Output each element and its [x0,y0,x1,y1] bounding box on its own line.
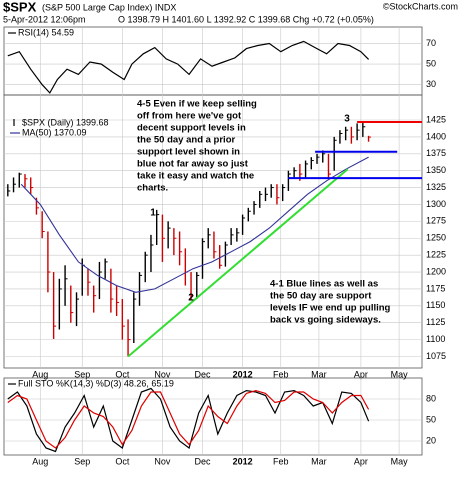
annotation: 4-5 Even if we keep selling [137,99,257,110]
y-tick-label: 1125 [426,317,445,327]
annotation: take it easy and watch the [137,171,254,182]
x-tick-label: Apr [354,456,368,466]
annotation: the 50 day and a prior [137,135,235,146]
y-tick-label: 1275 [426,216,446,226]
x-tick-label: Sep [74,456,90,466]
annotation: the 50 day are support [270,291,372,302]
legend-label: MA(50) 1370.09 [22,127,87,137]
x-tick-label: Oct [115,369,130,379]
symbol: $SPX [3,0,37,14]
x-tick-label: Mar [311,369,327,379]
x-tick-label: Oct [115,456,130,466]
x-tick-label: 2012 [233,456,253,466]
x-tick-label: May [391,456,409,466]
x-tick-label: Aug [32,456,48,466]
x-tick-label: Sep [74,369,90,379]
wave-marker: 2 [188,293,194,304]
legend-label: $SPX (Daily) 1399.68 [22,117,109,127]
y-tick-label: 1150 [426,300,445,310]
x-tick-label: Apr [354,369,368,379]
annotation: decent support levels in [137,123,246,134]
annotation: blue not far away so just [137,159,249,170]
y-tick-label: 1400 [426,131,446,141]
x-tick-label: Nov [154,456,171,466]
sto-panel [3,377,423,456]
y-tick-label: 1225 [426,250,446,260]
annotation: charts. [137,183,168,194]
y-tick-label: 70 [426,38,436,48]
legend-label: Full STO %K(14,3) %D(3) 48.26, 65.19 [18,378,174,388]
wave-marker: 1 [150,208,156,219]
y-tick-label: 50 [426,58,436,68]
x-tick-label: Mar [311,456,327,466]
series-line [7,40,370,94]
x-tick-label: May [391,369,409,379]
annotation: 4-1 Blue lines as well as [270,279,378,290]
x-tick-label: Aug [32,369,48,379]
annotation: off from here we've got [137,111,242,122]
y-tick-label: 1325 [426,182,446,192]
annotation: support level shown in [137,147,240,158]
y-tick-label: 1175 [426,283,445,293]
index-name: (S&P 500 Large Cap Index) INDX [42,2,176,12]
y-tick-label: 80 [426,393,436,403]
legend-label: RSI(14) 54.59 [18,27,74,37]
y-tick-label: 1425 [426,114,446,124]
y-tick-label: 50 [426,414,436,424]
x-tick-label: Nov [154,369,171,379]
source: ©StockCharts.com [383,1,458,11]
trend-line [127,168,349,358]
y-tick-label: 30 [426,79,436,89]
y-tick-label: 1100 [426,334,445,344]
y-tick-label: 1350 [426,165,446,175]
x-tick-label: Dec [194,456,211,466]
series-line [7,387,370,453]
y-tick-label: 1200 [426,266,446,276]
wave-marker: 3 [344,114,350,125]
y-tick-label: 1300 [426,199,446,209]
price-panel [3,94,423,369]
x-tick-label: Dec [194,369,211,379]
date: 5-Apr-2012 12:06pm [3,14,86,24]
x-tick-label: Feb [273,369,289,379]
y-tick-label: 20 [426,435,436,445]
y-tick-label: 1250 [426,233,446,243]
quote: O 1398.79 H 1401.60 L 1392.92 C 1399.68 … [118,14,374,24]
x-tick-label: 2012 [233,369,253,379]
y-tick-label: 1375 [426,148,446,158]
annotation: levels IF we end up pulling [270,303,391,314]
moving-average [20,156,369,293]
series-line [7,389,370,449]
annotation: back vs going sideways. [270,315,381,326]
x-tick-label: Feb [273,456,289,466]
y-tick-label: 1075 [426,351,446,361]
